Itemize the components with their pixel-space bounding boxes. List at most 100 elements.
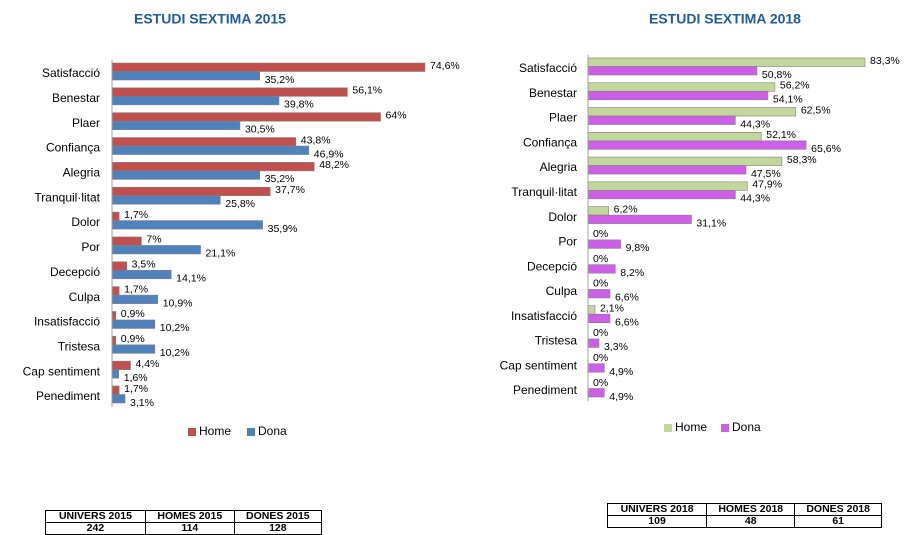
legend-label: Dona <box>258 424 287 438</box>
y-tick-label: Confiança <box>46 141 100 155</box>
data-label: 4,9% <box>609 366 633 378</box>
y-tick-label: Alegria <box>540 160 578 174</box>
data-label: 3,5% <box>132 259 156 271</box>
legend-swatch <box>188 428 196 436</box>
y-tick-label: Tristesa <box>58 339 101 353</box>
table-row: 242 114 128 <box>45 522 323 535</box>
bar <box>587 239 621 249</box>
bar <box>587 338 600 348</box>
data-label: 39,8% <box>284 99 314 111</box>
data-label: 44,3% <box>740 118 770 130</box>
data-label: 3,3% <box>604 341 628 353</box>
bar <box>111 96 280 106</box>
table-row: UNIVERS 2018 HOMES 2018 DONES 2018 <box>606 503 882 516</box>
data-label: 6,6% <box>615 292 639 304</box>
y-tick-label: Plaer <box>549 111 577 125</box>
data-label: 52,1% <box>766 129 796 141</box>
y-tick-label: Decepció <box>527 259 577 273</box>
y-tick-label: Cap sentiment <box>23 364 101 378</box>
data-label: 10,2% <box>160 347 190 359</box>
legend-label: Home <box>199 424 231 438</box>
y-tick-label: Por <box>558 235 577 249</box>
bar <box>111 120 241 130</box>
y-tick-label: Dolor <box>548 210 577 224</box>
data-label: 62,5% <box>801 104 831 116</box>
bar <box>587 156 783 166</box>
table-cell: 128 <box>233 522 323 535</box>
y-tick-label: Satisfacció <box>42 66 100 80</box>
bar <box>587 165 747 175</box>
data-label: 0% <box>593 228 608 240</box>
y-tick-label: Por <box>81 240 100 254</box>
data-label: 25,8% <box>225 198 255 210</box>
data-label: 30,5% <box>245 123 275 135</box>
y-tick-label: Benestar <box>52 91 100 105</box>
bar <box>587 313 611 323</box>
bar <box>111 145 310 155</box>
table-row: UNIVERS 2015 HOMES 2015 DONES 2015 <box>45 510 323 523</box>
y-tick-label: Penediment <box>513 383 578 397</box>
data-label: 50,8% <box>762 69 792 81</box>
data-label: 0% <box>593 278 608 290</box>
table-cell: 61 <box>794 515 882 528</box>
bar <box>587 57 866 67</box>
data-label: 6,2% <box>614 203 638 215</box>
bar <box>111 186 271 197</box>
chart-title: ESTUDI SEXTIMA 2018 <box>649 11 801 27</box>
y-tick-label: Plaer <box>72 116 100 130</box>
table-cell: HOMES 2015 <box>144 510 235 523</box>
data-label: 10,2% <box>160 322 190 334</box>
bar <box>587 181 748 191</box>
data-label: 44,3% <box>740 193 770 205</box>
table-cell: DONES 2018 <box>794 503 882 516</box>
data-label: 8,2% <box>620 267 644 279</box>
data-label: 1,7% <box>124 283 148 295</box>
data-label: 0% <box>593 253 608 265</box>
bar <box>111 112 381 122</box>
legend-label: Home <box>675 420 707 434</box>
data-label: 74,6% <box>430 60 460 72</box>
data-label: 35,2% <box>265 173 295 185</box>
bar <box>111 385 120 395</box>
chart-title: ESTUDI SEXTIMA 2015 <box>134 11 286 27</box>
data-label: 37,7% <box>275 184 305 196</box>
data-label: 65,6% <box>811 143 841 155</box>
bar <box>587 66 758 76</box>
table: UNIVERS 2018 HOMES 2018 DONES 2018 109 48 61 <box>606 503 882 528</box>
data-label: 0% <box>593 352 608 364</box>
bar <box>111 195 221 205</box>
bar <box>587 363 605 373</box>
bar <box>587 289 611 299</box>
data-label: 21,1% <box>206 248 236 260</box>
data-label: 56,1% <box>352 85 382 97</box>
y-tick-label: Cap sentiment <box>500 358 578 372</box>
data-label: 83,3% <box>870 55 900 67</box>
table-cell: HOMES 2018 <box>706 503 796 516</box>
bar <box>587 305 596 315</box>
data-label: 0,9% <box>121 333 145 345</box>
data-label: 56,2% <box>780 80 810 92</box>
table-cell: UNIVERS 2015 <box>45 510 146 523</box>
legend-label: Dona <box>732 420 761 434</box>
data-label: 54,1% <box>773 94 803 106</box>
y-tick-label: Decepció <box>50 265 100 279</box>
y-tick-label: Penediment <box>36 389 101 403</box>
bar <box>587 214 692 224</box>
bar <box>111 394 126 404</box>
data-label: 46,9% <box>314 148 344 160</box>
y-tick-label: Culpa <box>69 290 101 304</box>
bar <box>587 388 605 398</box>
bar <box>111 236 142 246</box>
table-row: 109 48 61 <box>606 515 882 528</box>
data-label: 0% <box>593 377 608 389</box>
data-label: 4,4% <box>135 358 159 370</box>
data-label: 7% <box>146 234 161 246</box>
data-label: 2,1% <box>600 302 624 314</box>
data-label: 47,9% <box>752 179 782 191</box>
bar <box>111 319 156 329</box>
bar <box>587 107 797 117</box>
bar <box>587 140 807 150</box>
bar <box>587 90 769 101</box>
